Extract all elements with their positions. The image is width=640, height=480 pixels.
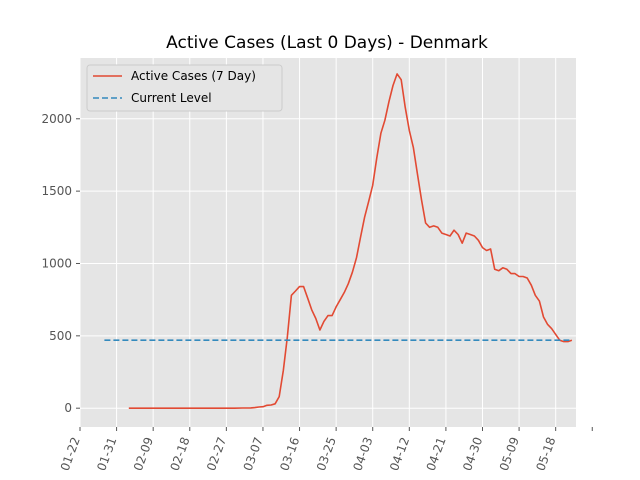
legend: Active Cases (7 Day) Current Level xyxy=(86,64,283,112)
y-tick-label: 1000 xyxy=(41,256,72,270)
x-tick-label: 02-18 xyxy=(168,435,193,473)
x-tick-label: 01-31 xyxy=(94,435,119,473)
y-tick-label: 500 xyxy=(49,329,72,343)
plot-area xyxy=(80,58,576,427)
x-tick-label: 04-30 xyxy=(460,435,485,473)
x-tick-label: 03-07 xyxy=(241,435,266,473)
x-tick-label: 02-27 xyxy=(204,435,229,473)
y-tick-label: 0 xyxy=(64,401,72,415)
y-tick-label: 1500 xyxy=(41,184,72,198)
x-tick-label: 04-03 xyxy=(350,435,375,473)
x-tick-label: 03-16 xyxy=(277,435,302,473)
x-tick-label: 04-21 xyxy=(424,435,449,473)
legend-box xyxy=(86,64,283,112)
x-tick-label: 05-09 xyxy=(497,435,522,473)
chart-title: Active Cases (Last 0 Days) - Denmark xyxy=(166,33,488,53)
y-tick-label: 2000 xyxy=(41,112,72,126)
x-tick-label: 05-18 xyxy=(533,435,558,473)
y-axis: 0 500 1000 1500 2000 xyxy=(41,112,80,415)
series-group xyxy=(104,73,573,410)
x-tick-label: 04-12 xyxy=(387,435,412,473)
x-tick-label: 03-25 xyxy=(314,435,339,473)
x-axis: 01-22 01-31 02-09 02-18 02-27 03-07 03-16 03-25… xyxy=(58,427,593,473)
x-tick-label: 02-09 xyxy=(131,435,156,473)
series-line-active-cases xyxy=(128,73,573,410)
legend-label: Current Level xyxy=(131,91,212,105)
grid xyxy=(79,58,593,427)
x-tick-label: 01-22 xyxy=(58,435,83,473)
legend-label: Active Cases (7 Day) xyxy=(131,69,256,83)
